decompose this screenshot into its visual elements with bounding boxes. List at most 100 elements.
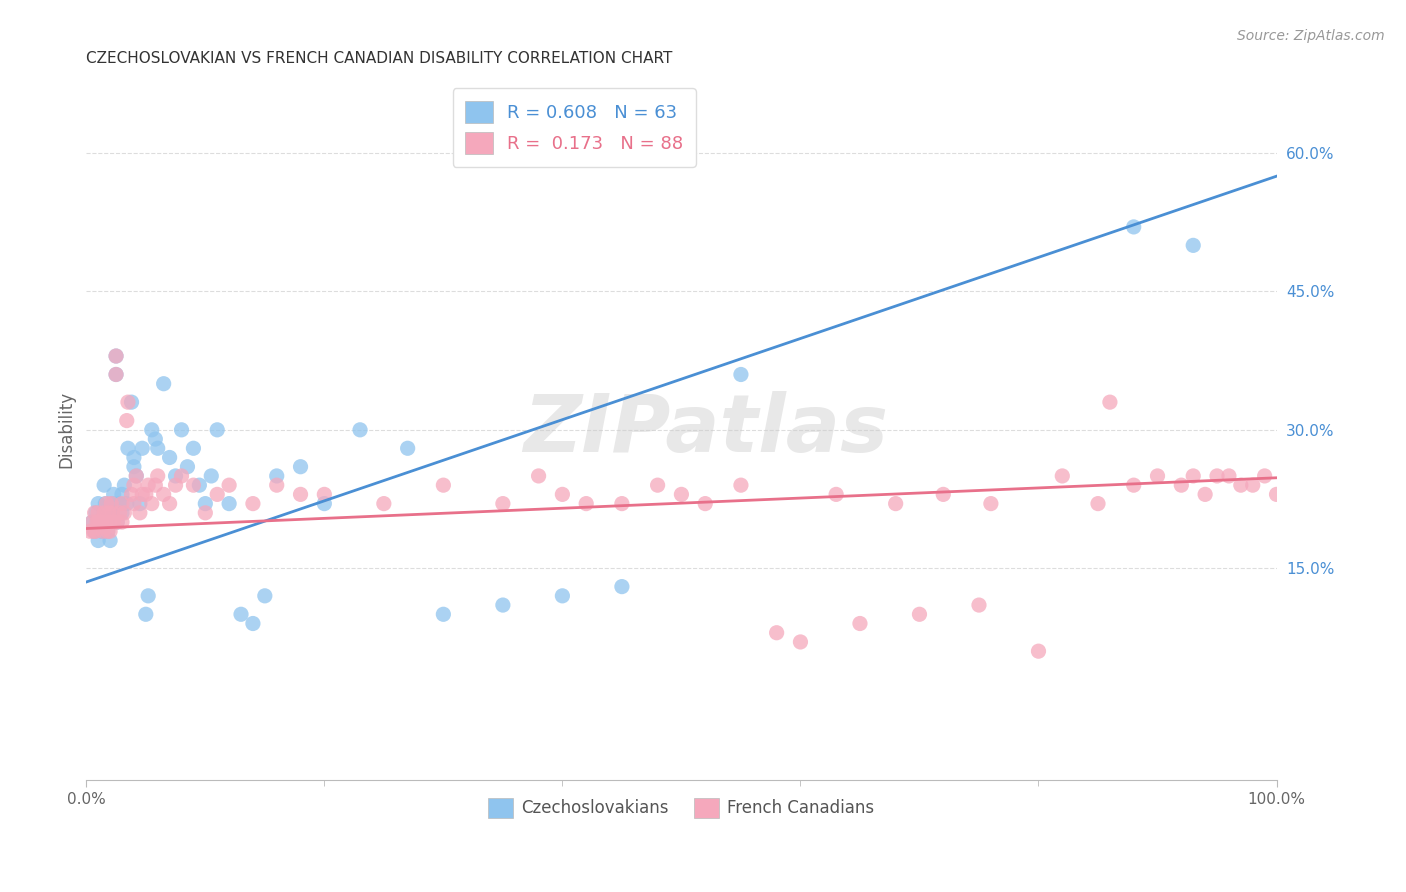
Point <box>373 497 395 511</box>
Point <box>90 515 112 529</box>
Point <box>100 497 122 511</box>
Point <box>101 497 124 511</box>
Point <box>135 607 157 622</box>
Point <box>1230 478 1253 492</box>
Point <box>932 487 955 501</box>
Point <box>87 515 110 529</box>
Text: Source: ZipAtlas.com: Source: ZipAtlas.com <box>1237 29 1385 43</box>
Point <box>100 506 122 520</box>
Point <box>125 469 148 483</box>
Point <box>111 515 134 529</box>
Point <box>825 487 848 501</box>
Point <box>1194 487 1216 501</box>
Point <box>87 506 110 520</box>
Y-axis label: Disability: Disability <box>58 392 75 468</box>
Point <box>146 442 169 456</box>
Point <box>159 497 181 511</box>
Point <box>111 497 134 511</box>
Point <box>218 497 240 511</box>
Point <box>730 368 752 382</box>
Point <box>647 478 669 492</box>
Point <box>205 487 228 501</box>
Point <box>980 497 1002 511</box>
Point <box>131 487 153 501</box>
Point <box>112 478 135 492</box>
Point <box>141 497 163 511</box>
Point <box>87 533 110 548</box>
Point <box>141 423 163 437</box>
Point <box>1170 478 1192 492</box>
Point <box>671 487 693 501</box>
Point <box>82 515 104 529</box>
Point <box>122 478 145 492</box>
Point <box>128 497 150 511</box>
Point <box>610 580 633 594</box>
Legend: Czechoslovakians, French Canadians: Czechoslovakians, French Canadians <box>482 791 882 824</box>
Point <box>108 497 131 511</box>
Point <box>200 469 222 483</box>
Point <box>152 487 174 501</box>
Point <box>152 376 174 391</box>
Point <box>492 598 515 612</box>
Point <box>1052 469 1074 483</box>
Point <box>117 442 139 456</box>
Point <box>143 478 166 492</box>
Point <box>165 478 187 492</box>
Point <box>229 607 252 622</box>
Point <box>183 478 205 492</box>
Point <box>176 459 198 474</box>
Point <box>112 506 135 520</box>
Point <box>79 524 101 539</box>
Point <box>84 524 107 539</box>
Point <box>884 497 907 511</box>
Point <box>101 506 124 520</box>
Point <box>730 478 752 492</box>
Point <box>131 442 153 456</box>
Point <box>1146 469 1168 483</box>
Point <box>93 506 115 520</box>
Point <box>103 515 125 529</box>
Point <box>122 459 145 474</box>
Point <box>253 589 276 603</box>
Point <box>105 515 128 529</box>
Point <box>314 487 336 501</box>
Point <box>1218 469 1240 483</box>
Point <box>432 607 454 622</box>
Point <box>111 506 134 520</box>
Point <box>128 506 150 520</box>
Point <box>98 515 121 529</box>
Point <box>266 478 288 492</box>
Point <box>967 598 990 612</box>
Point <box>105 368 128 382</box>
Point <box>1241 478 1264 492</box>
Point <box>575 497 598 511</box>
Point <box>146 469 169 483</box>
Point <box>97 506 120 520</box>
Point <box>96 497 118 511</box>
Point <box>136 478 159 492</box>
Point <box>98 533 121 548</box>
Point <box>111 487 134 501</box>
Point <box>170 423 193 437</box>
Point <box>1122 219 1144 234</box>
Point <box>143 432 166 446</box>
Point <box>194 497 217 511</box>
Point <box>1182 238 1205 252</box>
Point <box>96 515 118 529</box>
Point <box>122 450 145 465</box>
Point <box>84 506 107 520</box>
Point <box>610 497 633 511</box>
Point <box>108 506 131 520</box>
Point <box>98 515 121 529</box>
Point <box>90 515 112 529</box>
Point <box>551 487 574 501</box>
Point <box>82 515 104 529</box>
Point <box>125 469 148 483</box>
Point <box>1265 487 1288 501</box>
Point <box>290 459 312 474</box>
Point <box>105 349 128 363</box>
Point <box>121 487 143 501</box>
Point <box>105 368 128 382</box>
Point <box>1253 469 1275 483</box>
Point <box>94 497 117 511</box>
